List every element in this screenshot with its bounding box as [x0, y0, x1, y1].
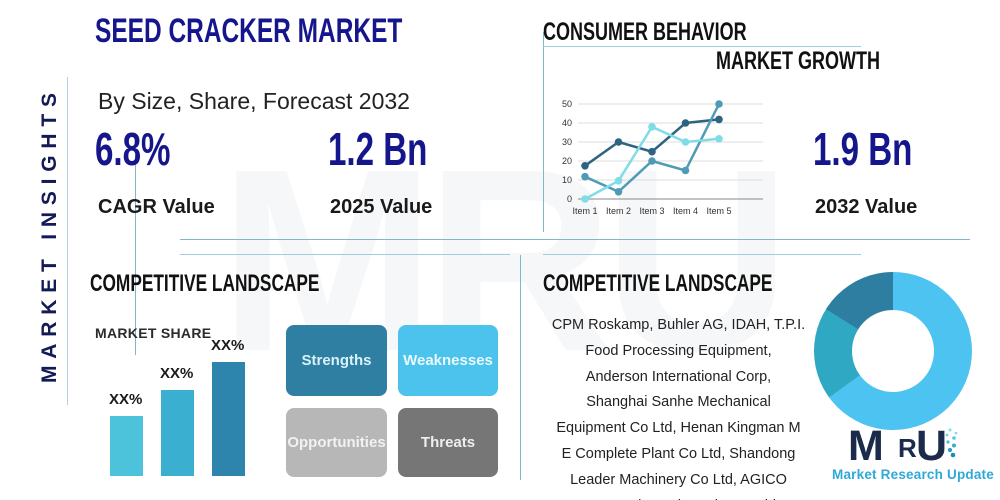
- svg-text:20: 20: [562, 156, 572, 166]
- svg-text:0: 0: [567, 194, 572, 204]
- svg-text:M: M: [850, 424, 882, 469]
- svg-text:R: R: [898, 433, 917, 463]
- svg-text:Item 2: Item 2: [606, 206, 631, 216]
- svg-text:Item 4: Item 4: [673, 206, 698, 216]
- svg-text:30: 30: [562, 137, 572, 147]
- svg-text:Item 3: Item 3: [639, 206, 664, 216]
- svg-text:U: U: [916, 424, 947, 469]
- svg-text:40: 40: [562, 118, 572, 128]
- svg-text:50: 50: [562, 99, 572, 109]
- svg-text:Item 5: Item 5: [706, 206, 731, 216]
- svg-text:Item 1: Item 1: [572, 206, 597, 216]
- svg-text:10: 10: [562, 175, 572, 185]
